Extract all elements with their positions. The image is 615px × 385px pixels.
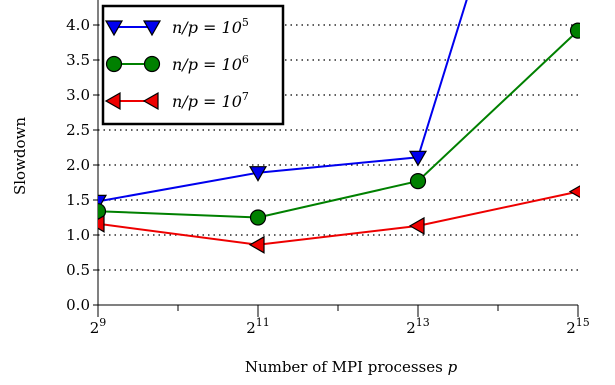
- tick-labels: 0.0 0.5 1.0 1.5 2.0 2.5 3.0 3.5 4.0 29 211 213 215: [66, 16, 590, 337]
- legend-entry-1: n/p = 105: [104, 16, 249, 37]
- series-3-line: [98, 190, 579, 246]
- data-point: [569, 22, 580, 39]
- series-group: [98, 0, 580, 254]
- legend: n/p = 105 n/p = 106 n/p = 107: [101, 4, 285, 126]
- y-tick-label: 3.5: [66, 51, 90, 69]
- data-point: [98, 203, 107, 220]
- series-2-line: [98, 29, 579, 219]
- legend-marker: [104, 91, 121, 111]
- x-tick-label: 211: [246, 316, 270, 337]
- legend-marker: [142, 20, 162, 37]
- data-point: [248, 166, 268, 182]
- y-tick-label: 0.0: [66, 296, 90, 314]
- series-1-line: [98, 0, 468, 203]
- x-tick-label: 29: [90, 316, 107, 337]
- data-point: [249, 209, 267, 226]
- series-2: [98, 22, 580, 226]
- y-tick-label: 1.0: [66, 226, 90, 244]
- series-1: [98, 0, 468, 211]
- data-point: [408, 216, 425, 235]
- y-tick-label: 1.5: [66, 191, 90, 209]
- series-3: [98, 185, 580, 254]
- data-point: [98, 214, 105, 233]
- y-tick-label: 0.5: [66, 261, 90, 279]
- axes: [93, 0, 579, 317]
- data-point: [248, 235, 265, 254]
- data-point: [408, 150, 428, 167]
- y-tick-label: 3.0: [66, 86, 90, 104]
- data-point: [568, 185, 580, 199]
- x-axis-label: Number of MPI processes p: [245, 358, 458, 376]
- legend-marker: [143, 55, 161, 73]
- x-tick-label: 213: [406, 316, 430, 337]
- legend-marker: [104, 20, 124, 37]
- legend-label: n/p = 105: [172, 16, 249, 37]
- y-axis-label: Slowdown: [11, 117, 29, 195]
- data-point: [409, 173, 427, 190]
- legend-marker: [142, 91, 159, 111]
- y-tick-label: 2.5: [66, 121, 90, 139]
- legend-entry-3: n/p = 107: [104, 90, 249, 111]
- legend-marker: [105, 55, 123, 73]
- legend-label: n/p = 107: [172, 90, 249, 111]
- legend-entry-2: n/p = 106: [105, 53, 249, 74]
- legend-label: n/p = 106: [172, 53, 249, 74]
- y-tick-label: 4.0: [66, 16, 90, 34]
- y-tick-label: 2.0: [66, 156, 90, 174]
- x-tick-label: 215: [566, 316, 590, 337]
- x-axis-label-variable: p: [448, 358, 458, 376]
- x-axis-label-text: Number of MPI processes: [245, 358, 443, 376]
